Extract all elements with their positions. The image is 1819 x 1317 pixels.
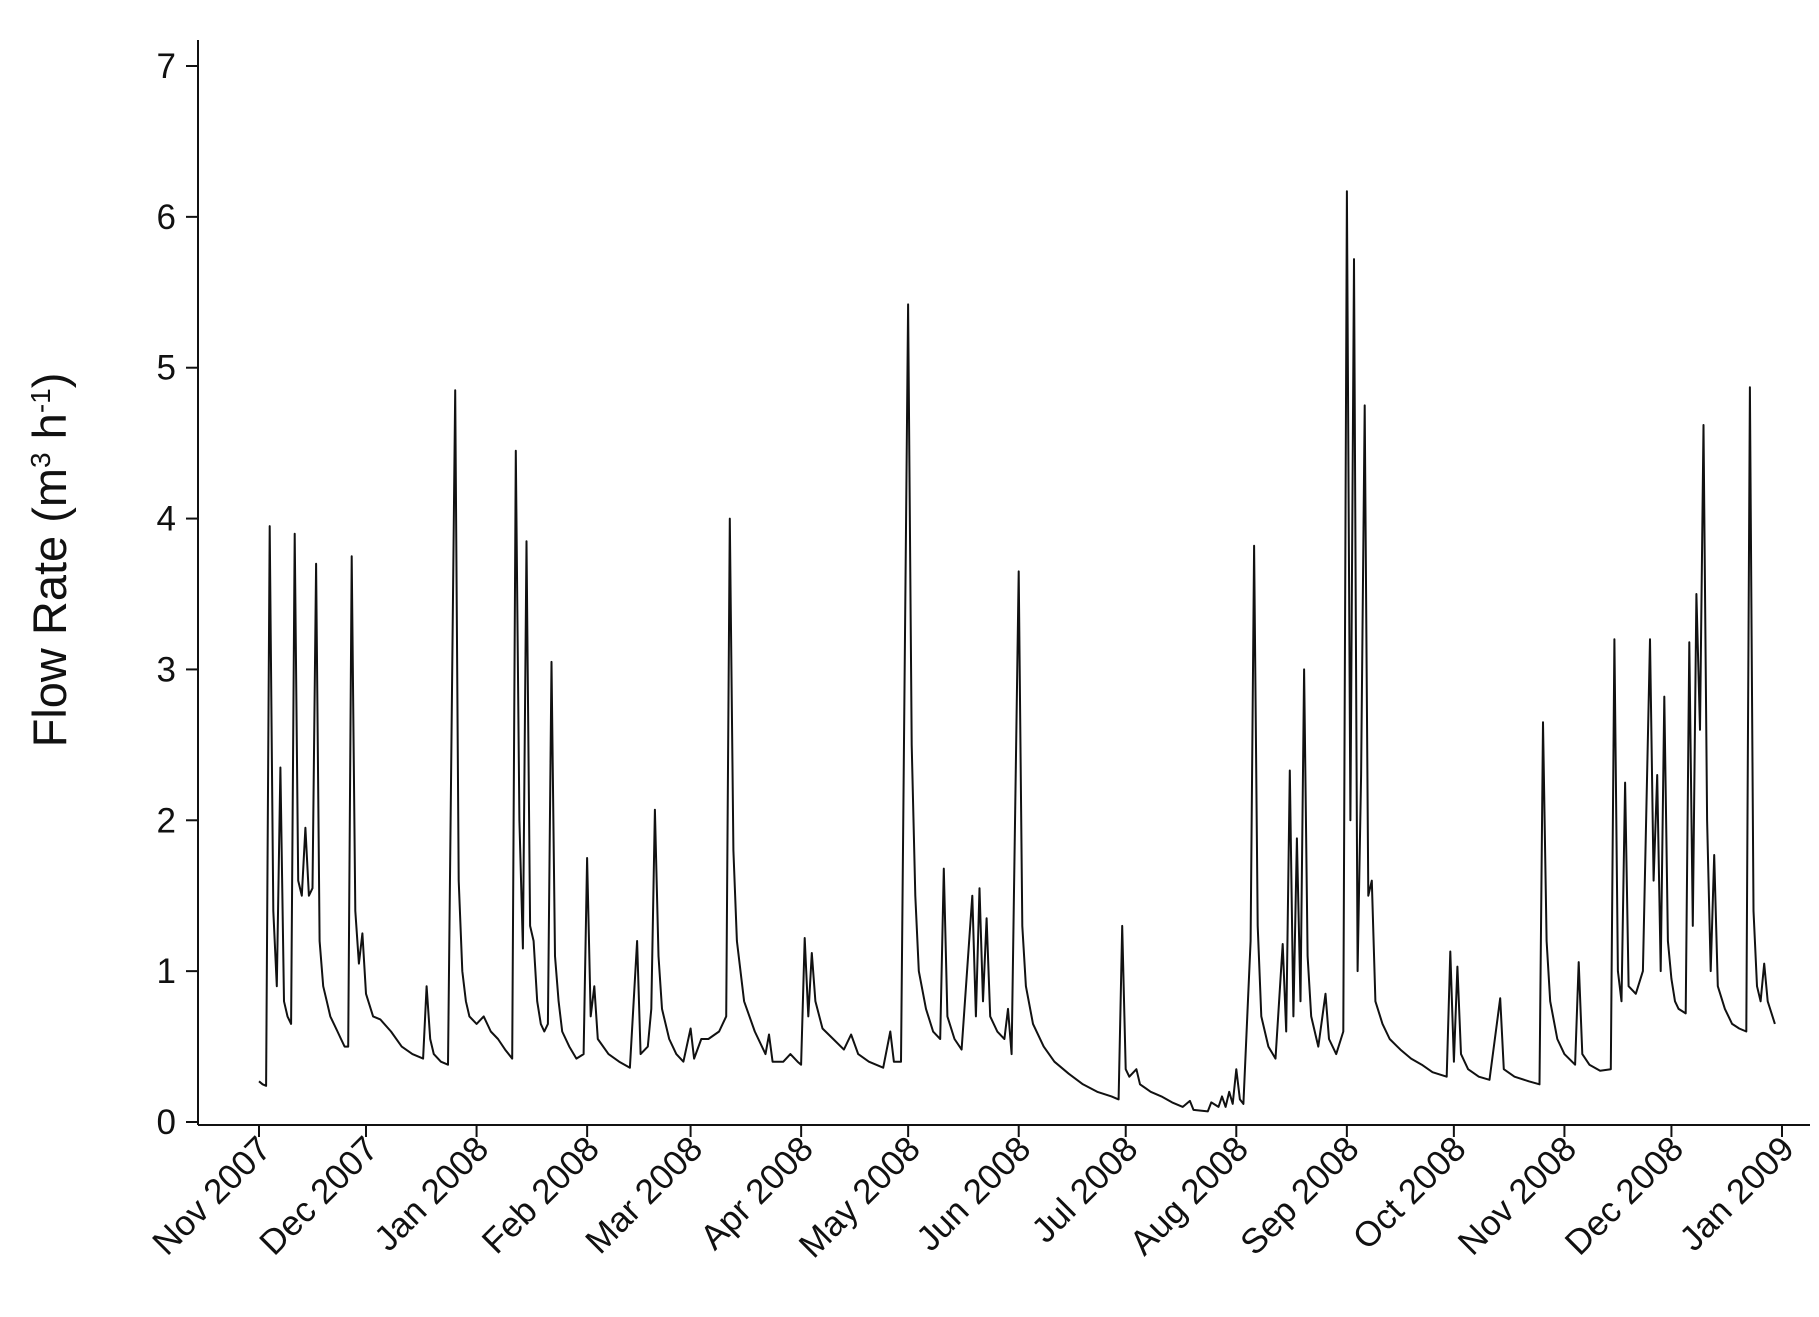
x-tick-label: Jan 2008 — [367, 1129, 496, 1258]
y-tick-label: 5 — [157, 349, 176, 388]
x-tick-label: Jun 2008 — [909, 1129, 1038, 1258]
x-tick-label: Dec 2008 — [1558, 1129, 1692, 1263]
y-axis-title-sup1: 3 — [25, 452, 56, 468]
y-tick-label: 4 — [157, 500, 176, 539]
y-tick-label: 3 — [157, 650, 176, 689]
y-axis-ticks: 0 1 2 3 4 5 6 7 — [157, 47, 198, 1142]
y-axis-title-close: ) — [23, 373, 76, 389]
x-tick-label: Aug 2008 — [1122, 1129, 1256, 1263]
x-tick-label: Sep 2008 — [1233, 1129, 1367, 1263]
series-layer — [258, 190, 1776, 1113]
x-tick-label: Jan 2009 — [1672, 1129, 1801, 1258]
y-tick-label: 1 — [157, 952, 176, 991]
y-axis-title: Flow Rate (m3 h-1) — [23, 373, 76, 748]
y-tick-label: 7 — [157, 47, 176, 86]
x-tick-label: Dec 2007 — [252, 1129, 386, 1263]
y-tick-label: 0 — [157, 1103, 176, 1142]
y-axis-title-main: Flow Rate (m — [23, 468, 76, 747]
axes — [197, 40, 1810, 1126]
y-axis-title-sup2: -1 — [25, 388, 56, 413]
y-tick-label: 6 — [157, 198, 176, 237]
flow-rate-line — [258, 190, 1776, 1113]
y-tick-label: 2 — [157, 801, 176, 840]
y-axis-title-mid: h — [23, 413, 76, 452]
